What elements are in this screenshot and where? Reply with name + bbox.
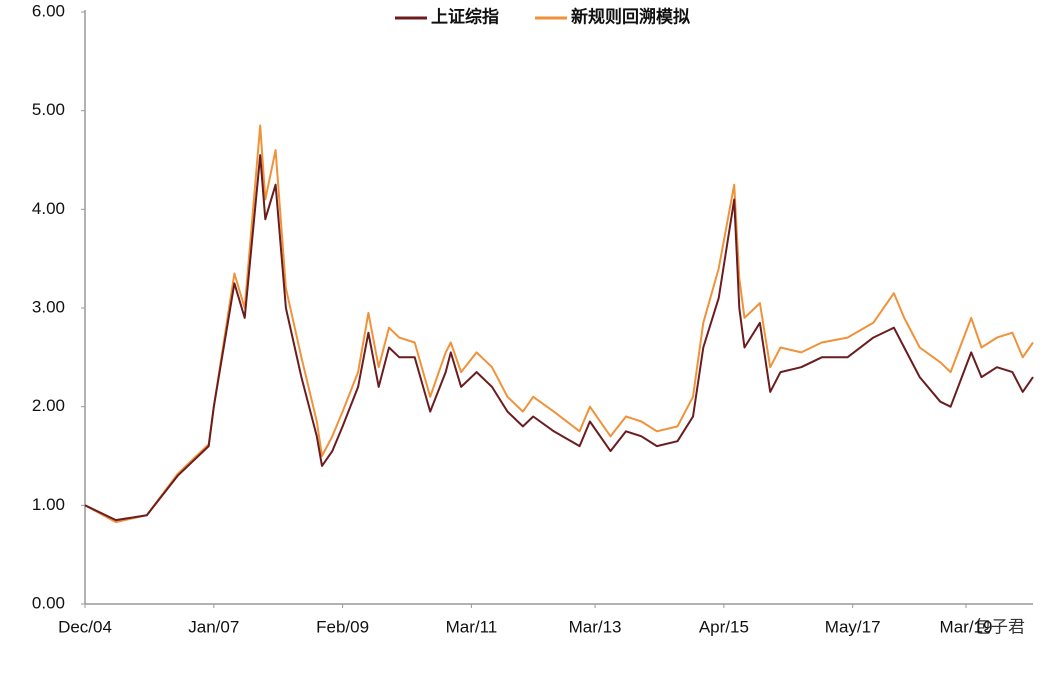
y-tick-label: 5.00	[32, 100, 65, 119]
x-tick-label: May/17	[825, 617, 881, 636]
x-tick-label: Mar/19	[940, 617, 993, 636]
y-tick-label: 6.00	[32, 1, 65, 20]
legend-label: 新规则回溯模拟	[571, 6, 690, 26]
legend-label: 上证综指	[431, 6, 499, 26]
x-tick-label: Mar/11	[446, 617, 498, 636]
x-tick-label: Feb/09	[316, 617, 369, 636]
watermark: 包子君	[974, 617, 1025, 636]
x-tick-label: Dec/04	[58, 617, 112, 636]
series-line	[84, 154, 1034, 522]
y-tick-label: 3.00	[32, 297, 65, 316]
y-tick-label: 0.00	[32, 593, 65, 612]
x-tick-label: Apr/15	[699, 617, 749, 636]
y-tick-label: 1.00	[32, 495, 65, 514]
y-tick-label: 2.00	[32, 396, 65, 415]
x-tick-label: Jan/07	[188, 617, 239, 636]
y-tick-label: 4.00	[32, 199, 65, 218]
x-tick-label: Mar/13	[569, 617, 622, 636]
series-line	[84, 124, 1034, 524]
